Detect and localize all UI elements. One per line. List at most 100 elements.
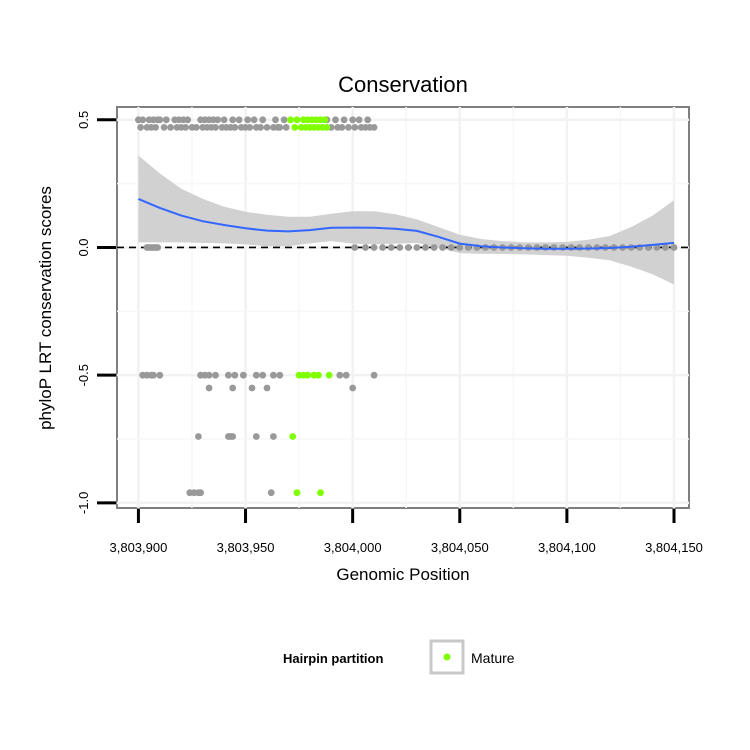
points-layer [135, 116, 678, 497]
mature-point [289, 433, 297, 440]
other-point [229, 433, 237, 440]
other-point [422, 244, 429, 251]
other-point [340, 116, 348, 124]
mature-point [325, 371, 333, 379]
mature-point [304, 371, 312, 379]
other-point [212, 371, 219, 379]
other-point [156, 371, 164, 379]
other-point [282, 124, 290, 131]
legend-key-mature-point [443, 653, 451, 661]
other-point [370, 124, 378, 131]
mature-point [287, 116, 294, 124]
other-point [252, 433, 260, 440]
other-point [456, 244, 464, 251]
other-point [252, 371, 260, 379]
other-point [276, 371, 284, 379]
other-point [439, 244, 446, 251]
other-point [280, 116, 288, 124]
other-point [137, 124, 145, 131]
other-point [229, 116, 237, 124]
other-point [162, 116, 170, 124]
mature-point [321, 116, 329, 124]
legend-title: Hairpin partition [283, 651, 383, 666]
other-point [370, 371, 378, 379]
other-point [345, 124, 352, 131]
smooth-line-layer [138, 197, 675, 250]
smooth-fit-line [138, 197, 675, 250]
other-point [576, 244, 584, 251]
other-point [231, 124, 239, 131]
other-point [332, 116, 339, 124]
other-point [205, 371, 213, 379]
other-point [396, 244, 404, 251]
mature-point [293, 116, 301, 124]
other-point [550, 244, 558, 251]
other-point [235, 116, 243, 124]
other-point [370, 244, 378, 251]
other-point [250, 116, 258, 124]
other-point [272, 116, 279, 124]
other-point [231, 371, 239, 379]
legend-label-mature: Mature [471, 650, 515, 666]
other-point [214, 116, 222, 124]
other-point [220, 116, 228, 124]
other-point [184, 116, 192, 124]
mature-point [315, 371, 322, 379]
other-point [362, 244, 369, 251]
other-point [229, 384, 237, 392]
other-point [270, 371, 277, 379]
other-point [225, 371, 232, 379]
other-point [192, 124, 200, 131]
other-point [212, 124, 219, 131]
other-point [559, 244, 566, 251]
other-point [413, 244, 421, 251]
other-point [276, 124, 284, 131]
other-point [248, 384, 256, 392]
x-tick-label: 3,804,050 [431, 540, 489, 555]
other-point [270, 433, 277, 440]
other-point [387, 244, 395, 251]
x-tick-label: 3,803,950 [217, 540, 275, 555]
other-point [156, 116, 164, 124]
other-point [355, 116, 363, 124]
other-point [195, 433, 202, 440]
other-point [405, 244, 412, 251]
plot-panel [116, 106, 690, 509]
axes-layer: 3,803,900 3,803,950 3,804,000 3,804,050 3,80… [76, 111, 703, 555]
other-point [542, 244, 549, 251]
other-point [670, 244, 678, 251]
other-point [349, 384, 357, 392]
other-point [342, 371, 350, 379]
x-tick-label: 3,804,100 [538, 540, 596, 555]
x-tick-label: 3,804,000 [324, 540, 382, 555]
x-tick-label: 3,803,900 [110, 540, 168, 555]
other-point [349, 116, 357, 124]
confidence-band-layer [138, 155, 674, 285]
other-point [139, 116, 147, 124]
other-point [240, 371, 247, 379]
chart-title: Conservation [338, 72, 468, 97]
y-axis-label: phyloP LRT conservation scores [36, 186, 55, 430]
other-point [351, 124, 359, 131]
mature-point [291, 124, 299, 131]
mature-point [317, 489, 324, 497]
other-point [430, 244, 438, 251]
other-point [447, 244, 455, 251]
other-point [263, 124, 271, 131]
x-tick-label: 3,804,150 [645, 540, 703, 555]
mature-point [293, 489, 301, 497]
other-point [267, 489, 275, 497]
other-point [379, 244, 386, 251]
other-point [167, 124, 175, 131]
other-point [336, 371, 344, 379]
y-tick-label: -0.5 [76, 364, 91, 386]
other-point [246, 124, 254, 131]
other-point [197, 489, 205, 497]
x-axis-label: Genomic Position [336, 565, 469, 584]
other-point [338, 124, 346, 131]
other-point [364, 116, 372, 124]
other-point [259, 371, 267, 379]
other-point [257, 124, 264, 131]
other-point [263, 384, 271, 392]
